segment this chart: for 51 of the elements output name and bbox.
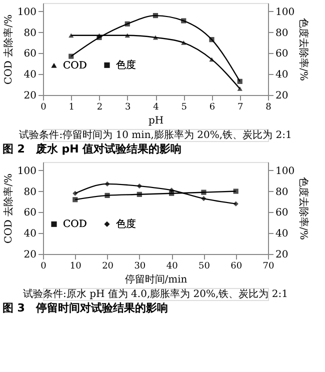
y-tick-label: 20 — [24, 250, 36, 260]
y-axis-title: COD 去除率/% — [2, 174, 14, 244]
y2-tick-label: 60 — [276, 48, 288, 60]
y2-axis-title: 色度去除率/% — [298, 177, 310, 240]
text: 试验条件:停留时间为 10 min,膨胀率为 20%,铁、炭比为 2:1 — [19, 129, 292, 141]
y-tick-label: 20 — [24, 90, 36, 102]
x-tick-label: 4 — [153, 102, 160, 112]
y-tick-label: 100 — [17, 6, 36, 18]
x-tick-label: 10 — [70, 262, 82, 272]
y-tick-label: 80 — [24, 28, 36, 39]
y-tick-label: 60 — [24, 48, 36, 60]
x-tick-label: 7 — [238, 102, 244, 112]
y2-tick-label: 80 — [276, 28, 288, 39]
text: 试验条件:原水 pH 值为 4.0,膨胀率为 20%,铁、炭比为 2:1 — [23, 288, 288, 300]
y-axis-title: COD 去除率/% — [2, 14, 14, 84]
x-tick-label: 40 — [166, 262, 178, 272]
x-tick-label: 20 — [102, 262, 114, 272]
y2-tick-label: 20 — [276, 90, 288, 102]
x-tick-label: 6 — [209, 102, 216, 112]
x-tick-label: 30 — [134, 262, 146, 272]
y2-tick-label: 60 — [276, 208, 288, 219]
x-tick-label: 0 — [40, 262, 47, 272]
y-tick-label: 40 — [24, 228, 36, 240]
x-tick-label: 2 — [96, 102, 103, 112]
text: 图 2 废水 pH 值对试验结果的影响 — [2, 142, 182, 156]
x-tick-label: 5 — [181, 102, 188, 112]
text: 图 3 停留时间对试验结果的影响 — [2, 302, 168, 314]
x-tick-label: 0 — [40, 102, 47, 112]
y-tick-label: 60 — [24, 208, 36, 219]
legend-label: COD — [63, 219, 87, 230]
y2-tick-label: 40 — [276, 228, 288, 240]
y-tick-label: 40 — [24, 70, 36, 81]
y-tick-label: 100 — [17, 166, 36, 177]
y2-tick-label: 20 — [276, 250, 288, 260]
y2-tick-label: 80 — [276, 186, 288, 198]
legend-label: 色度 — [116, 59, 136, 72]
x-tick-label: 60 — [230, 262, 242, 272]
legend-label: COD — [63, 60, 87, 72]
x-axis-title: pH — [148, 116, 164, 126]
x-tick-label: 8 — [266, 102, 272, 112]
y2-tick-label: 40 — [276, 70, 288, 81]
x-axis-title: 停留时间/min — [124, 274, 188, 286]
y2-tick-label: 100 — [276, 166, 295, 177]
x-tick-label: 50 — [198, 262, 210, 272]
x-tick-label: 70 — [262, 262, 274, 272]
y2-tick-label: 100 — [276, 6, 295, 18]
y-tick-label: 80 — [24, 186, 36, 198]
x-tick-label: 3 — [125, 102, 132, 112]
y2-axis-title: 色度去除率/% — [298, 18, 310, 81]
legend-label: 色度 — [116, 218, 136, 230]
x-tick-label: 1 — [68, 102, 74, 112]
